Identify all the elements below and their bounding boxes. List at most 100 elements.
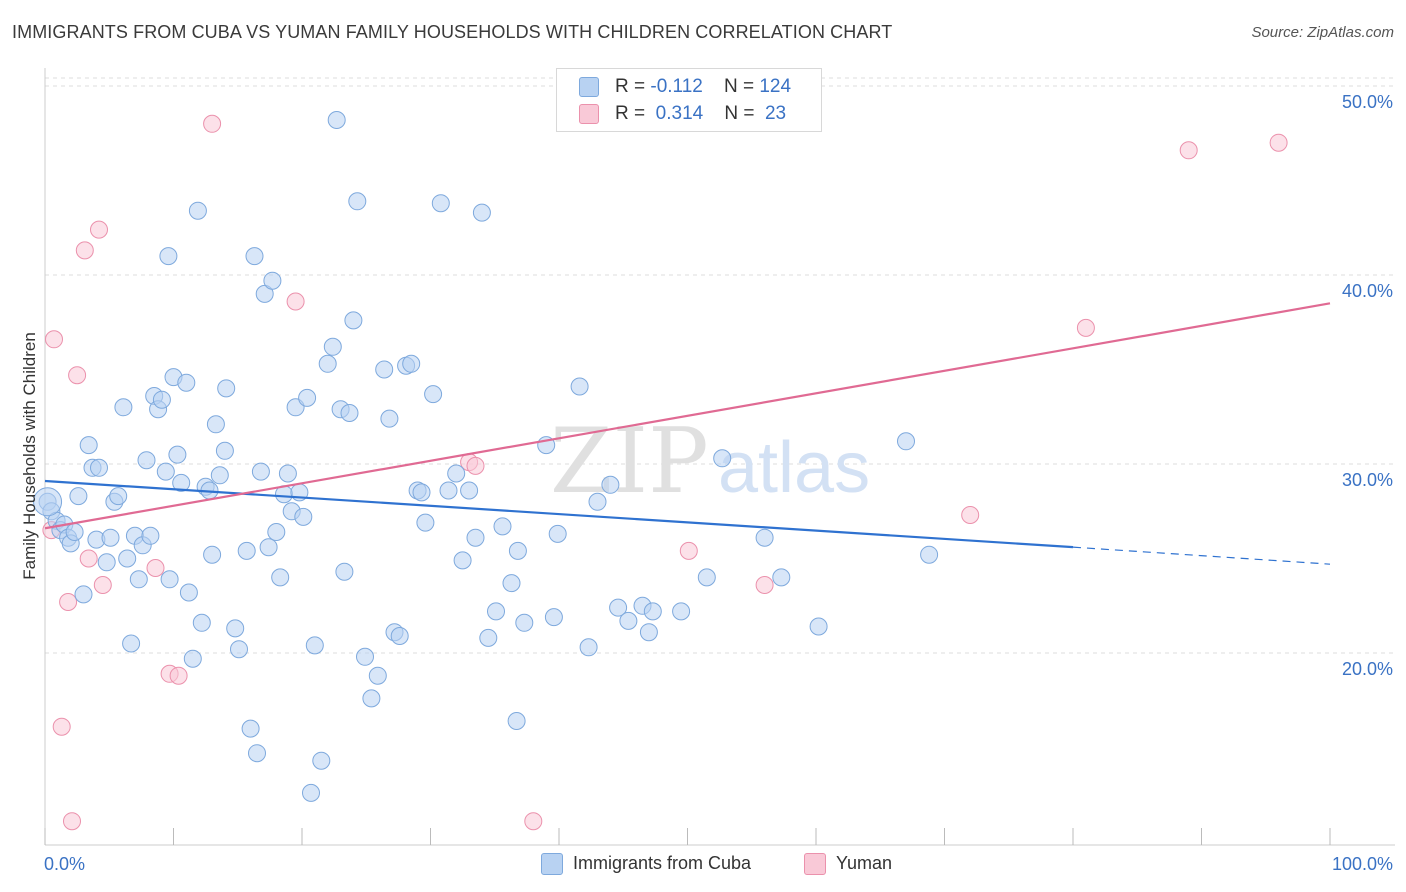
cuba-point-56 xyxy=(263,271,282,290)
legend-r-value-cuba: -0.112 xyxy=(650,76,703,97)
cuba-point-25 xyxy=(141,526,160,545)
x-tick-label-100: 100.0% xyxy=(1332,854,1393,874)
yuman-point-23 xyxy=(1269,133,1288,152)
cuba-point-67 xyxy=(305,636,324,655)
cuba-point-96 xyxy=(472,203,491,222)
cuba-point-106 xyxy=(548,524,567,543)
bottom-legend-label-cuba: Immigrants from Cuba xyxy=(573,853,752,873)
cuba-point-50 xyxy=(241,719,260,738)
legend-n-label: N = xyxy=(724,103,760,124)
cuba-point-123 xyxy=(897,432,915,451)
cuba-point-45 xyxy=(215,441,234,460)
yuman-point-16 xyxy=(466,456,485,475)
cuba-point-51 xyxy=(245,247,264,266)
cuba-point-33 xyxy=(168,445,187,464)
cuba-point-10 xyxy=(79,436,98,455)
cuba-point-92 xyxy=(447,464,466,483)
trend-lines xyxy=(44,302,1331,565)
cuba-point-58 xyxy=(271,568,290,587)
cuba-point-118 xyxy=(713,449,732,468)
cuba-point-64 xyxy=(294,507,313,526)
cuba-point-79 xyxy=(368,666,387,685)
cuba-point-71 xyxy=(327,111,346,129)
cuba-point-large xyxy=(33,487,63,517)
cuba-point-24 xyxy=(137,451,156,470)
cuba-point-115 xyxy=(643,602,662,621)
y-tick-label-50: 50.0% xyxy=(1342,92,1393,112)
cuba-point-102 xyxy=(508,541,527,560)
yuman-point-7 xyxy=(79,549,98,568)
legend-r-label: R = xyxy=(615,103,651,124)
yuman-point-18 xyxy=(679,541,698,560)
cuba-trend-line xyxy=(44,479,1074,549)
cuba-point-107 xyxy=(570,377,589,396)
cuba-point-14 xyxy=(97,553,116,572)
yuman-point-1 xyxy=(45,330,63,349)
cuba-point-73 xyxy=(335,562,354,581)
cuba-point-68 xyxy=(312,751,331,770)
x-tick-label-0: 0.0% xyxy=(44,854,85,874)
legend-n-value-yuman: 23 xyxy=(759,103,787,124)
cuba-point-77 xyxy=(356,647,374,666)
correlation-legend: R = -0.112 N = 124 R = 0.314 N = 23 xyxy=(556,68,822,132)
watermark-zip: ZIP xyxy=(550,409,709,514)
cuba-point-38 xyxy=(188,201,207,220)
cuba-point-110 xyxy=(601,475,620,494)
yuman-point-21 xyxy=(1076,318,1095,337)
yuman-point-17 xyxy=(524,812,543,831)
cuba-point-13 xyxy=(90,458,108,477)
cuba-point-57 xyxy=(267,523,286,541)
cuba-point-78 xyxy=(362,689,381,708)
cuba-point-22 xyxy=(129,570,148,589)
cuba-point-105 xyxy=(544,608,563,627)
legend-n-label: N = xyxy=(723,76,760,97)
yuman-points xyxy=(42,114,1288,831)
yuman-point-8 xyxy=(90,220,108,239)
cuba-point-43 xyxy=(206,415,225,434)
chart-title: IMMIGRANTS FROM CUBA VS YUMAN FAMILY HOU… xyxy=(12,22,893,42)
cuba-point-30 xyxy=(160,570,179,589)
cuba-point-9 xyxy=(74,585,93,604)
legend-r-label: R = xyxy=(615,76,651,97)
cuba-point-36 xyxy=(179,583,198,602)
cuba-point-76 xyxy=(348,192,367,211)
source-label: Source: ZipAtlas.com xyxy=(1251,24,1394,41)
bottom-legend-swatch-cuba xyxy=(541,853,563,875)
cuba-point-85 xyxy=(402,354,421,373)
y-tick-label-20: 20.0% xyxy=(1342,659,1393,679)
yuman-point-22 xyxy=(1179,141,1198,160)
cuba-point-119 xyxy=(755,528,774,547)
cuba-point-101 xyxy=(507,712,526,730)
cuba-point-114 xyxy=(639,623,658,642)
cuba-point-93 xyxy=(453,551,472,570)
cuba-point-35 xyxy=(177,373,196,392)
cuba-point-83 xyxy=(390,627,409,645)
yuman-point-12 xyxy=(169,666,188,685)
cuba-point-34 xyxy=(172,473,191,492)
cuba-point-103 xyxy=(515,613,534,632)
axes xyxy=(44,68,1395,846)
cuba-point-53 xyxy=(251,462,270,481)
cuba-point-52 xyxy=(248,744,266,763)
cuba-point-46 xyxy=(217,379,236,398)
yuman-point-4 xyxy=(63,812,81,831)
yuman-point-10 xyxy=(146,559,165,577)
legend-r-value-yuman: 0.314 xyxy=(650,103,704,124)
tick-labels: 20.0% 30.0% 40.0% 50.0% 0.0% 100.0% xyxy=(44,92,1393,874)
yuman-trend-line xyxy=(44,302,1331,530)
cuba-point-97 xyxy=(479,628,498,647)
yuman-point-3 xyxy=(59,593,78,611)
yuman-point-20 xyxy=(961,506,980,524)
cuba-point-42 xyxy=(203,545,222,564)
cuba-point-55 xyxy=(259,538,278,557)
yuman-point-9 xyxy=(93,576,112,594)
cuba-point-19 xyxy=(118,549,137,568)
cuba-point-116 xyxy=(672,602,691,621)
cuba-point-94 xyxy=(460,481,479,500)
yuman-point-2 xyxy=(52,717,71,736)
y-tick-label-30: 30.0% xyxy=(1342,470,1393,490)
cuba-point-74 xyxy=(340,404,359,422)
cuba-point-112 xyxy=(619,611,638,630)
cuba-point-65 xyxy=(298,388,317,407)
cuba-point-111 xyxy=(609,598,628,617)
